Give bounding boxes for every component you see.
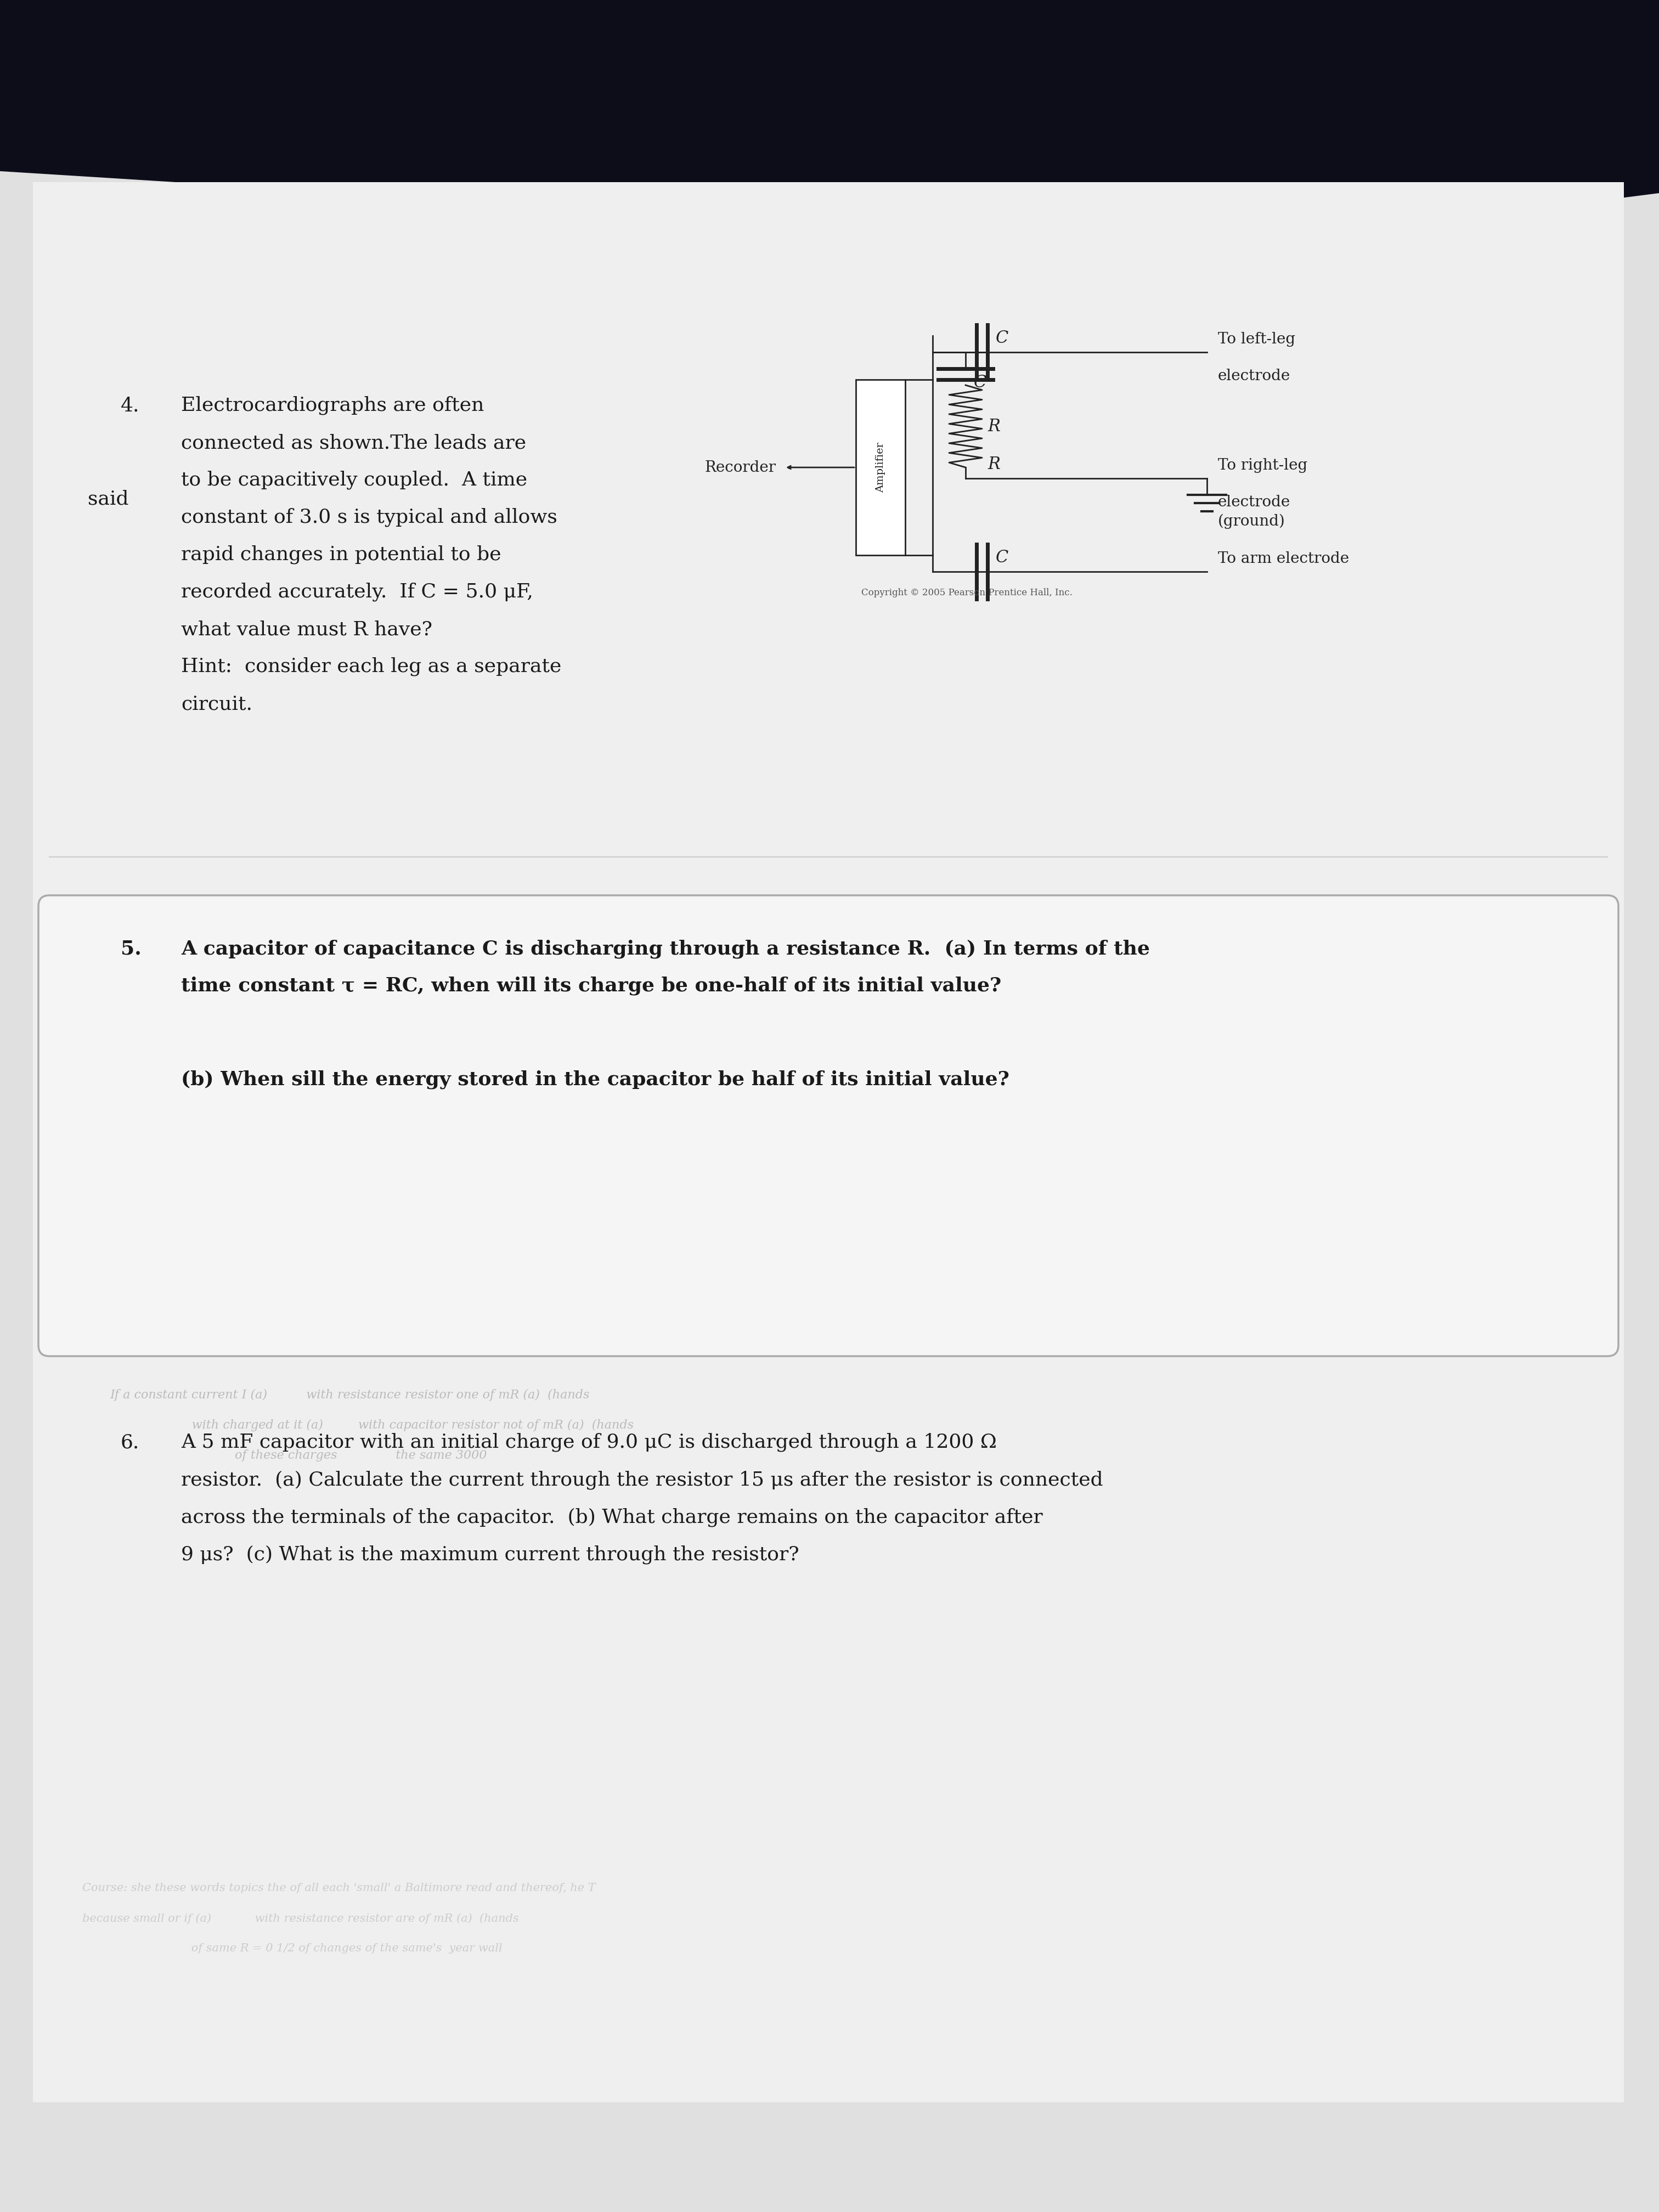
Polygon shape — [0, 170, 1659, 2212]
Text: C: C — [974, 374, 987, 392]
Text: recorded accurately.  If C = 5.0 μF,: recorded accurately. If C = 5.0 μF, — [181, 582, 533, 602]
Text: what value must R have?: what value must R have? — [181, 619, 433, 639]
Text: (b) When sill the energy stored in the capacitor be half of its initial value?: (b) When sill the energy stored in the c… — [181, 1071, 1009, 1088]
Text: rapid changes in potential to be: rapid changes in potential to be — [181, 546, 501, 564]
FancyBboxPatch shape — [38, 896, 1619, 1356]
Text: constant of 3.0 s is typical and allows: constant of 3.0 s is typical and allows — [181, 509, 557, 526]
Text: across the terminals of the capacitor.  (b) What charge remains on the capacitor: across the terminals of the capacitor. (… — [181, 1509, 1044, 1526]
Text: with charged at it (a)         with capacitor resistor not of mR (a)  (hands: with charged at it (a) with capacitor re… — [109, 1420, 634, 1431]
Text: said: said — [88, 489, 129, 509]
Text: circuit.: circuit. — [181, 695, 252, 712]
Text: time constant τ = RC, when will its charge be one-half of its initial value?: time constant τ = RC, when will its char… — [181, 975, 1002, 995]
Text: Electrocardiographs are often: Electrocardiographs are often — [181, 396, 484, 416]
Text: resistor.  (a) Calculate the current through the resistor 15 μs after the resist: resistor. (a) Calculate the current thro… — [181, 1471, 1103, 1489]
Text: A 5 mF capacitor with an initial charge of 9.0 μC is discharged through a 1200 Ω: A 5 mF capacitor with an initial charge … — [181, 1433, 997, 1451]
Text: To left-leg: To left-leg — [1218, 332, 1296, 347]
Text: Copyright © 2005 Pearson Prentice Hall, Inc.: Copyright © 2005 Pearson Prentice Hall, … — [861, 588, 1072, 597]
Text: 4.: 4. — [121, 396, 139, 416]
Text: R: R — [987, 418, 1000, 436]
Text: To right-leg: To right-leg — [1218, 458, 1307, 473]
Text: C: C — [995, 330, 1009, 347]
Text: Recorder: Recorder — [705, 460, 776, 476]
Text: connected as shown.The leads are: connected as shown.The leads are — [181, 434, 526, 451]
Text: 6.: 6. — [121, 1433, 139, 1451]
Text: (ground): (ground) — [1218, 513, 1286, 529]
Text: To arm electrode: To arm electrode — [1218, 551, 1349, 566]
Text: electrode: electrode — [1218, 495, 1291, 509]
Text: R: R — [987, 456, 1000, 473]
Text: Amplifier: Amplifier — [876, 442, 886, 493]
Text: If a constant current I (a)          with resistance resistor one of mR (a)  (ha: If a constant current I (a) with resista… — [109, 1389, 589, 1400]
Text: electrode: electrode — [1218, 369, 1291, 383]
Text: 9 μs?  (c) What is the maximum current through the resistor?: 9 μs? (c) What is the maximum current th… — [181, 1544, 800, 1564]
Text: Hint:  consider each leg as a separate: Hint: consider each leg as a separate — [181, 657, 561, 677]
Text: Course: she these words topics the of all each 'small' a Baltimore read and ther: Course: she these words topics the of al… — [83, 1882, 596, 1893]
Polygon shape — [0, 0, 1659, 248]
Text: A capacitor of capacitance C is discharging through a resistance R.  (a) In term: A capacitor of capacitance C is discharg… — [181, 940, 1150, 958]
Bar — [33, 181, 1624, 2101]
Text: because small or if (a)            with resistance resistor are of mR (a)  (hand: because small or if (a) with resistance … — [83, 1913, 519, 1924]
Text: to be capacitively coupled.  A time: to be capacitively coupled. A time — [181, 471, 528, 489]
Text: C: C — [995, 549, 1009, 566]
Bar — [856, 380, 906, 555]
Text: of these charges               the same 3000: of these charges the same 3000 — [109, 1449, 486, 1462]
Text: of same R = 0 1/2 of changes of the same's  year wall: of same R = 0 1/2 of changes of the same… — [83, 1942, 503, 1953]
Text: 5.: 5. — [121, 940, 141, 958]
